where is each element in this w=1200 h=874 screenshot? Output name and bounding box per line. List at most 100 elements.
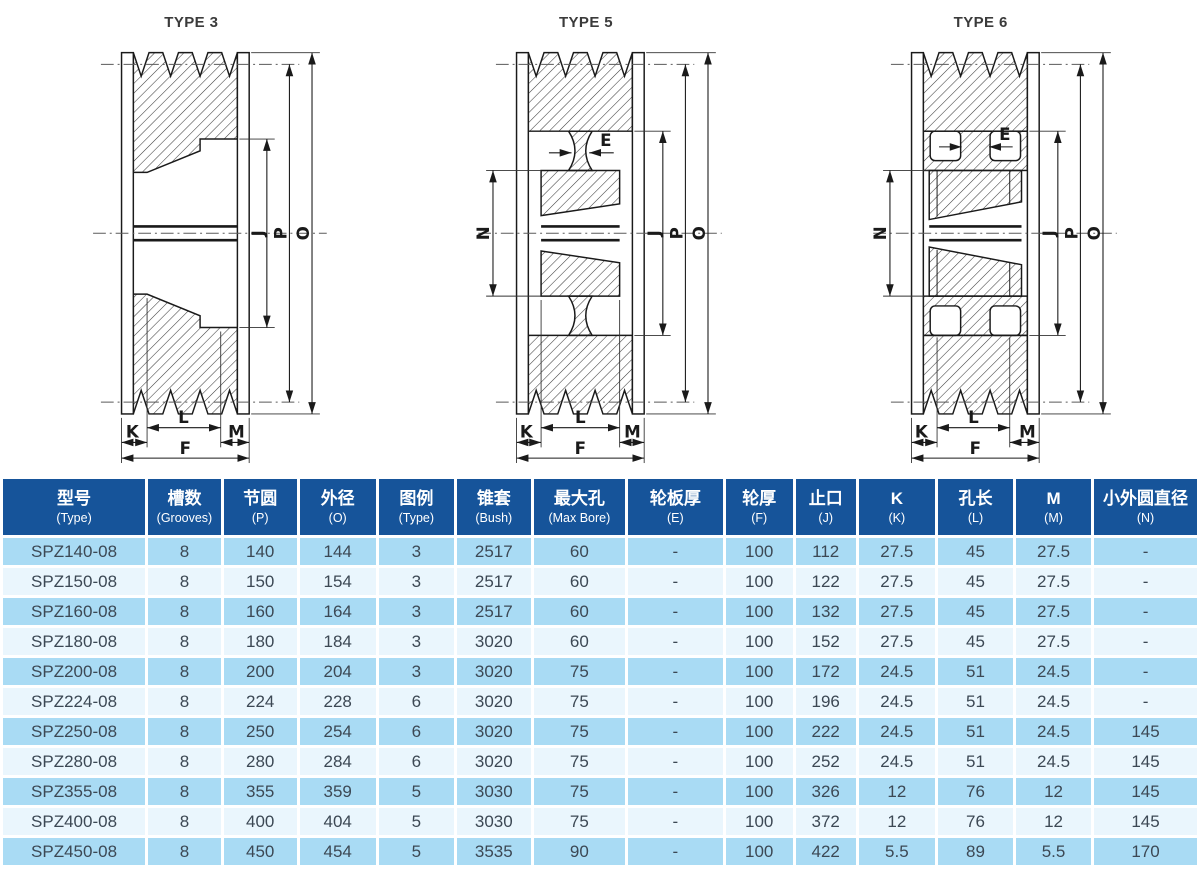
dim-label-P: P xyxy=(667,227,686,239)
table-cell: 100 xyxy=(725,688,793,715)
dim-label-N: N xyxy=(871,226,890,240)
column-header-en: (Bush) xyxy=(475,511,513,525)
table-cell: 51 xyxy=(937,658,1014,685)
table-cell: 180 xyxy=(223,628,297,655)
table-cell: 228 xyxy=(299,688,376,715)
table-cell: SPZ400-08 xyxy=(3,808,146,835)
table-cell: 27.5 xyxy=(858,628,935,655)
dim-label-F: F xyxy=(969,439,980,458)
table-cell: 154 xyxy=(299,568,376,595)
table-cell: - xyxy=(1094,688,1197,715)
pulley-drawing-type-6-image: E N J P O L K M F xyxy=(871,51,1117,464)
table-cell: 24.5 xyxy=(1016,658,1092,685)
table-cell: 170 xyxy=(1094,838,1197,865)
dim-label-O: O xyxy=(690,226,709,240)
column-header-en: (P) xyxy=(251,511,269,525)
table-cell: 254 xyxy=(299,718,376,745)
table-cell: 60 xyxy=(533,568,625,595)
column-header-zh: 小外圆直径 xyxy=(1103,489,1189,508)
table-cell: 60 xyxy=(533,598,625,625)
table-cell: 5 xyxy=(378,838,454,865)
table-cell: 164 xyxy=(299,598,376,625)
table-cell: 3020 xyxy=(456,688,531,715)
table-cell: 27.5 xyxy=(1016,568,1092,595)
table-cell: 45 xyxy=(937,598,1014,625)
table-cell: - xyxy=(1094,628,1197,655)
table-cell: 12 xyxy=(1016,808,1092,835)
table-cell: - xyxy=(1094,658,1197,685)
table-cell: 204 xyxy=(299,658,376,685)
table-cell: 5 xyxy=(378,778,454,805)
table-row: SPZ160-08 8 160 164 3 2517 60-100 132 27.5 45 27.5… xyxy=(3,598,1197,625)
diagram-cell-type-6: TYPE 6 xyxy=(797,14,1192,476)
table-cell: 112 xyxy=(795,538,856,565)
table-cell: 51 xyxy=(937,718,1014,745)
table-cell: 8 xyxy=(148,538,221,565)
table-cell: 8 xyxy=(148,568,221,595)
column-header-7: 轮板厚 (E) xyxy=(628,479,723,535)
table-cell: 122 xyxy=(795,568,856,595)
table-cell: 100 xyxy=(725,778,793,805)
table-cell: 6 xyxy=(378,748,454,775)
table-cell: 172 xyxy=(795,658,856,685)
column-header-zh: 型号 xyxy=(57,489,92,508)
table-cell: 90 xyxy=(533,838,625,865)
table-cell: 3020 xyxy=(456,658,531,685)
spec-table-body: SPZ140-08 8 140 144 3 2517 60-100 112 27.5 45 27.5… xyxy=(3,538,1197,865)
table-cell: 45 xyxy=(937,568,1014,595)
column-header-0: 型号 (Type) xyxy=(3,479,146,535)
table-cell: - xyxy=(628,838,723,865)
column-header-zh: 最大孔 xyxy=(553,489,605,508)
dimension-lines xyxy=(121,52,317,462)
table-cell: 12 xyxy=(1016,778,1092,805)
table-cell: - xyxy=(628,748,723,775)
table-cell: - xyxy=(628,718,723,745)
column-header-en: (Type) xyxy=(56,511,92,525)
table-cell: 326 xyxy=(795,778,856,805)
table-cell: 6 xyxy=(378,688,454,715)
table-cell: 284 xyxy=(299,748,376,775)
table-cell: - xyxy=(628,658,723,685)
table-cell: 372 xyxy=(795,808,856,835)
table-cell: 12 xyxy=(858,778,935,805)
table-cell: 6 xyxy=(378,718,454,745)
table-cell: SPZ150-08 xyxy=(3,568,146,595)
column-header-zh: 图例 xyxy=(399,489,434,508)
table-cell: 100 xyxy=(725,628,793,655)
column-header-zh: M xyxy=(1046,489,1061,508)
table-cell: - xyxy=(628,598,723,625)
table-cell: 3 xyxy=(378,628,454,655)
table-cell: 2517 xyxy=(456,598,531,625)
table-cell: 45 xyxy=(937,538,1014,565)
column-header-zh: 外径 xyxy=(320,489,355,508)
table-cell: 8 xyxy=(148,628,221,655)
table-cell: - xyxy=(1094,568,1197,595)
table-cell: 222 xyxy=(795,718,856,745)
table-cell: 400 xyxy=(223,808,297,835)
table-cell: 5.5 xyxy=(858,838,935,865)
column-header-en: (Grooves) xyxy=(156,511,213,525)
dim-label-M: M xyxy=(228,423,245,442)
table-cell: 8 xyxy=(148,598,221,625)
spec-table-header-row: 型号 (Type) 槽数 (Grooves) 节圆 (P) 外径 (O) 图例 (Type) 锥套 (… xyxy=(3,479,1197,535)
diagram-title-type-5: TYPE 5 xyxy=(558,14,614,31)
table-cell: 75 xyxy=(533,658,625,685)
table-cell: 27.5 xyxy=(858,538,935,565)
table-cell: 8 xyxy=(148,658,221,685)
column-header-en: (Type) xyxy=(398,511,435,525)
centerlines xyxy=(872,63,1117,403)
column-header-en: (M) xyxy=(1044,511,1063,525)
dimension-lines xyxy=(489,52,712,462)
table-cell: 150 xyxy=(223,568,297,595)
table-cell: 3030 xyxy=(456,778,531,805)
table-cell: 75 xyxy=(533,808,625,835)
column-header-3: 外径 (O) xyxy=(299,479,376,535)
table-cell: 145 xyxy=(1094,718,1197,745)
table-row: SPZ450-08 8 450 454 5 3535 90-100 422 5.5 89 5.5 17… xyxy=(3,838,1197,865)
table-cell: - xyxy=(628,808,723,835)
table-cell: 27.5 xyxy=(858,598,935,625)
column-header-1: 槽数 (Grooves) xyxy=(148,479,221,535)
table-cell: 3020 xyxy=(456,748,531,775)
table-cell: 160 xyxy=(223,598,297,625)
table-cell: 75 xyxy=(533,778,625,805)
